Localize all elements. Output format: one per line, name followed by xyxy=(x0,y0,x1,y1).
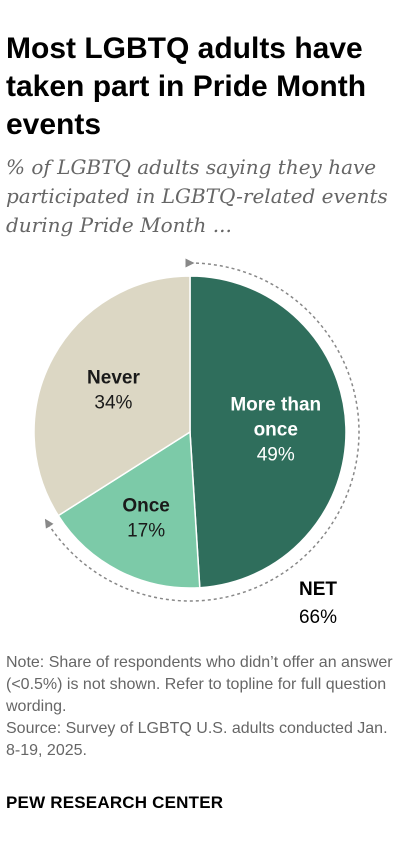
net-label: NET xyxy=(299,579,337,600)
slice-value-never: 34% xyxy=(94,392,132,413)
pew-logo-text: PEW RESEARCH CENTER xyxy=(6,793,224,812)
chart-notes: Note: Share of respondents who didn’t of… xyxy=(6,652,394,762)
note-text: Note: Share of respondents who didn’t of… xyxy=(6,654,393,715)
net-value: 66% xyxy=(299,607,337,628)
slice-value-more-than-once: 49% xyxy=(257,444,295,465)
source-text: Source: Survey of LGBTQ U.S. adults cond… xyxy=(6,720,388,759)
slice-label-never: Never xyxy=(87,367,140,388)
pie-slice-more-than-once xyxy=(189,275,347,589)
slice-value-once: 17% xyxy=(127,521,165,542)
chart-subtitle: % of LGBTQ adults saying they have parti… xyxy=(6,155,388,237)
slice-label-once: Once xyxy=(122,496,170,517)
slice-label-more-than-once: once xyxy=(254,419,298,440)
slice-label-more-than-once: More than xyxy=(230,394,321,415)
net-bracket-arc xyxy=(44,258,360,602)
chart-title: Most LGBTQ adults have taken part in Pri… xyxy=(6,32,367,141)
pie-chart: More than once 49% Once 17% Never 34% NET 66% xyxy=(33,258,360,628)
